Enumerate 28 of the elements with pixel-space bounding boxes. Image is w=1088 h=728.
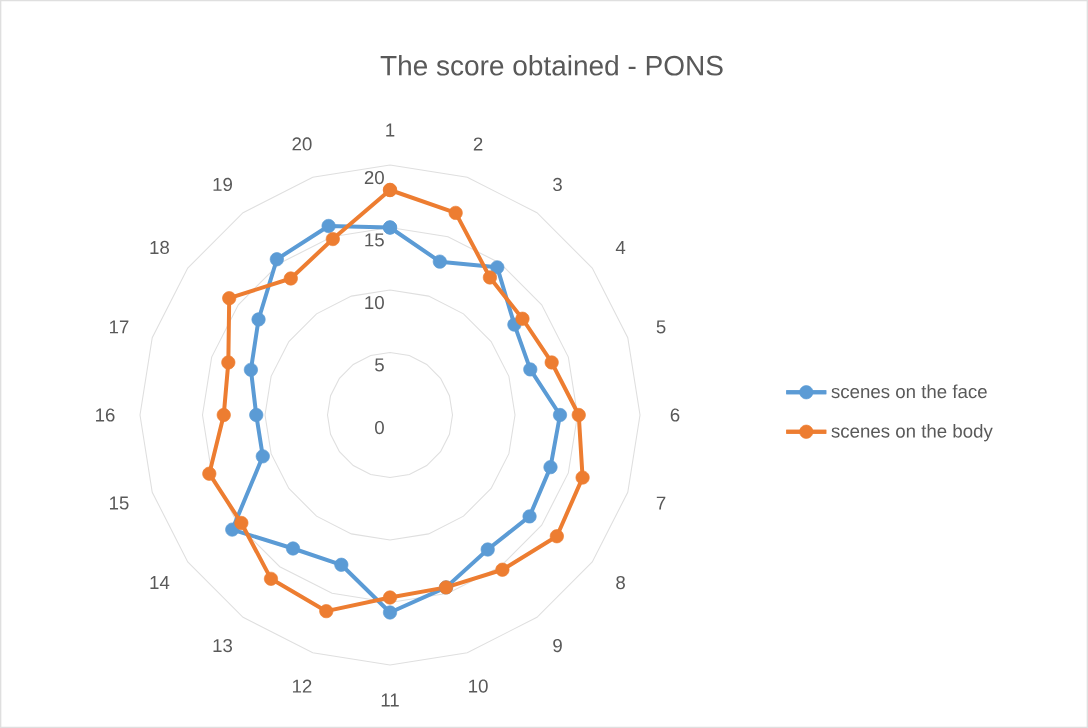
spoke-label: 19 (213, 177, 232, 192)
spoke-label: 13 (213, 638, 233, 653)
spoke-label: 17 (109, 320, 129, 334)
spoke-label: 7 (656, 496, 666, 510)
spoke-label: 5 (656, 320, 666, 334)
spoke-label: 4 (615, 241, 626, 254)
spoke-label: 14 (150, 576, 170, 589)
y-tick-label: 15 (365, 233, 384, 247)
spoke-label: 3 (553, 177, 562, 192)
spoke-label: 6 (670, 408, 680, 422)
y-tick-label: 0 (375, 420, 384, 435)
spoke-label: 2 (473, 137, 483, 151)
spoke-label: 1 (386, 123, 395, 137)
legend-label: scenes on the face (831, 384, 987, 399)
spoke-label: 9 (553, 638, 562, 653)
spoke-label: 11 (381, 693, 399, 707)
legend-label: scenes on the body (831, 424, 993, 442)
spoke-label: 15 (109, 496, 129, 510)
spoke-label: 20 (292, 137, 312, 151)
chart-title: The score obtained - PONS (380, 55, 723, 76)
spoke-label: 10 (469, 679, 488, 693)
spoke-label: 18 (150, 240, 170, 255)
y-tick-label: 10 (365, 295, 384, 310)
y-tick-label: 20 (364, 170, 384, 185)
spoke-label: 12 (292, 679, 312, 693)
spoke-label: 8 (616, 575, 625, 590)
spoke-label: 16 (96, 408, 115, 422)
y-tick-label: 5 (375, 358, 384, 372)
